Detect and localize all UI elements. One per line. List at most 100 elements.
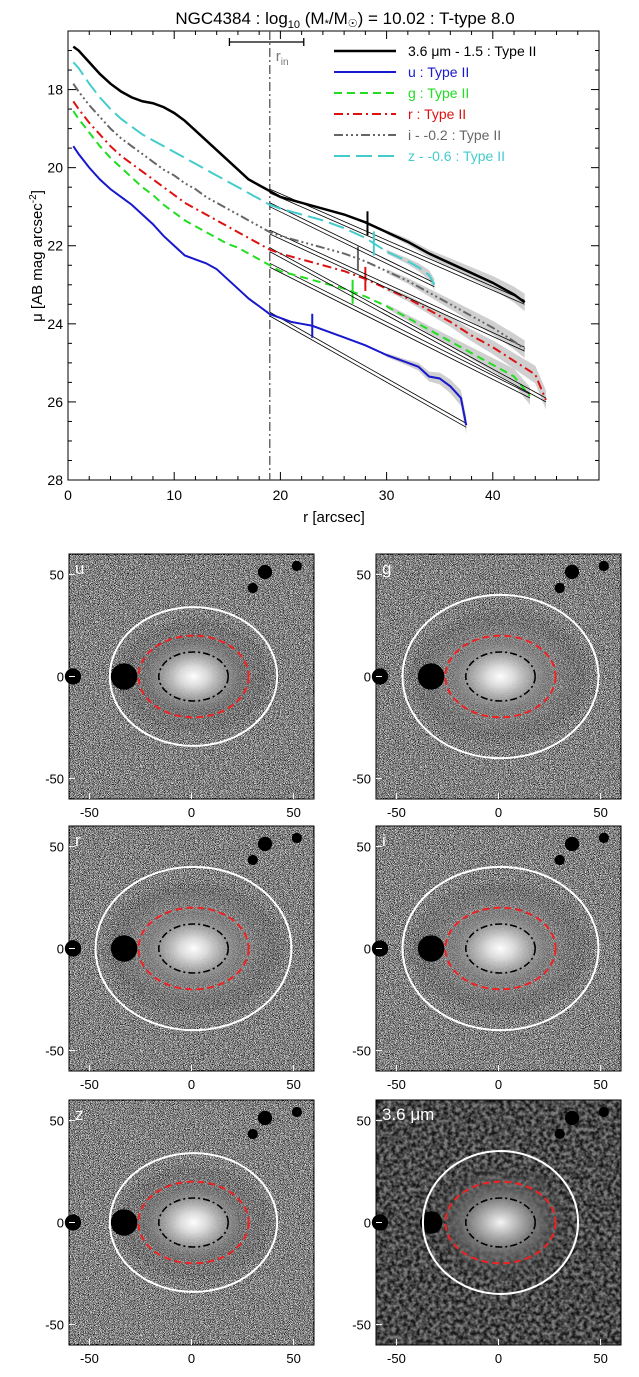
- y-tick-label: 22: [47, 238, 63, 254]
- x-tick-label: 20: [273, 487, 289, 503]
- series-uncertainty-band: [386, 269, 525, 358]
- y-tick-label: 18: [47, 82, 63, 98]
- panel-y-tick-label: 0: [364, 1216, 371, 1231]
- masked-star-corner: [564, 1110, 580, 1126]
- title-log-sub: 10: [288, 19, 300, 31]
- title-mass-open: (M: [300, 9, 325, 28]
- x-tick-label: 40: [485, 487, 501, 503]
- legend-label-2: g : Type II: [408, 85, 469, 101]
- panel-y-tick-label: 50: [50, 567, 64, 582]
- inner-ellipse: [157, 651, 230, 702]
- image-panel-2: r -50 0 50 50 0 -50: [45, 825, 315, 1092]
- galaxy-core: [445, 1181, 556, 1264]
- break-ellipse: [137, 906, 250, 991]
- masked-star: [417, 663, 445, 690]
- image-panel-3: i -50 0 50 50 0 -50: [352, 825, 622, 1092]
- series-line-4: [72, 83, 526, 351]
- panel-x-tick-label: -50: [387, 1077, 406, 1092]
- series-fit-line: [269, 229, 525, 348]
- panel-x-tick-label: -50: [387, 1351, 406, 1366]
- panel-y-tick-label: -50: [45, 1318, 64, 1333]
- masked-star-small: [554, 582, 565, 594]
- y-tick-label: 20: [47, 160, 63, 176]
- x-axis-label: r [arcsec]: [303, 509, 365, 526]
- masked-star-small: [598, 1106, 609, 1118]
- series-line-5: [72, 61, 436, 286]
- panel-x-tick-label: 0: [188, 1351, 195, 1366]
- panel-y-tick-label: 50: [357, 1113, 371, 1128]
- break-ellipse: [444, 906, 557, 991]
- panel-x-tick-label: -50: [80, 805, 99, 820]
- y-axis-label: μ [AB mag arcsec-2]: [28, 190, 46, 322]
- masked-star-small: [598, 560, 609, 572]
- series-fit-line: [269, 262, 531, 395]
- masked-star-small: [554, 854, 565, 866]
- panel-x-tick-label: 0: [188, 1077, 195, 1092]
- outer-ellipse: [108, 1152, 279, 1293]
- series-uncertainty-band: [386, 304, 530, 405]
- series-line-3: [72, 100, 547, 401]
- panel-x-tick-label: 50: [286, 1351, 300, 1366]
- panel-label: z: [75, 1105, 84, 1124]
- panel-label: i: [382, 831, 386, 850]
- panel-x-tick-label: -50: [80, 1351, 99, 1366]
- series-fit-line: [269, 251, 547, 403]
- x-tick-label: 30: [379, 487, 395, 503]
- break-ellipse: [137, 1180, 250, 1265]
- x-axis: 0 10 20 30 40: [64, 31, 579, 503]
- series-uncertainty-band: [386, 353, 467, 435]
- image-panel-5: 3.6 μm -50 0 50 50 0 -50: [352, 1099, 622, 1366]
- galaxy-core: [138, 907, 249, 990]
- series-line-1: [72, 145, 468, 426]
- masked-star-small: [598, 832, 609, 844]
- inner-ellipse: [157, 1197, 230, 1248]
- series-fit-line: [269, 233, 525, 352]
- series-fit-line: [269, 311, 467, 424]
- outer-ellipse: [401, 865, 600, 1032]
- outer-ellipse: [421, 1150, 580, 1295]
- r-in-marker: rin: [228, 31, 305, 480]
- panel-x-tick-label: 50: [593, 1077, 607, 1092]
- series-fit-line: [269, 206, 435, 288]
- series-line-2: [72, 110, 531, 397]
- legend-label-5: z - -0.6 : Type II: [408, 148, 505, 164]
- y-tick-label: 26: [47, 394, 63, 410]
- plot-frame: [67, 30, 600, 481]
- panel-y-tick-label: -50: [352, 1318, 371, 1333]
- panel-y-tick-label: 0: [364, 670, 371, 685]
- masked-star-corner: [564, 836, 580, 852]
- x-tick-label: 0: [64, 487, 72, 503]
- masked-star: [110, 663, 138, 690]
- x-tick-label: 10: [166, 487, 182, 503]
- inner-ellipse: [464, 1197, 537, 1248]
- masked-star-corner: [257, 564, 273, 580]
- panel-x-tick-label: 0: [495, 1351, 502, 1366]
- outer-ellipse: [108, 606, 279, 747]
- panel-y-tick-label: 0: [364, 942, 371, 957]
- panel-x-tick-label: 0: [188, 805, 195, 820]
- break-ellipse: [444, 634, 557, 719]
- title-value: = 10.02 : T-type 8.0: [363, 9, 514, 28]
- legend-label-3: r : Type II: [408, 106, 466, 122]
- series-line-0: [72, 45, 526, 304]
- masked-star: [417, 935, 445, 962]
- image-panel-0: u -50 0 50 50 0 -50: [45, 553, 315, 820]
- series-layer: [72, 45, 547, 435]
- masked-star: [110, 935, 138, 962]
- title-mass-sun: ☉: [348, 18, 358, 30]
- panel-y-tick-label: 50: [50, 839, 64, 854]
- masked-star-small: [554, 1128, 565, 1140]
- panel-label: u: [75, 559, 84, 578]
- masked-star-small: [291, 560, 302, 572]
- series-fit-line: [269, 266, 531, 399]
- galaxy-core: [445, 907, 556, 990]
- panel-label: 3.6 μm: [382, 1105, 434, 1124]
- panel-y-tick-label: 0: [57, 942, 64, 957]
- inner-ellipse: [464, 651, 537, 702]
- galaxy-core: [138, 635, 249, 718]
- panel-y-tick-label: -50: [352, 1044, 371, 1059]
- panel-y-tick-label: -50: [352, 772, 371, 787]
- masked-star-small: [247, 1128, 258, 1140]
- title-mass-star: *: [325, 18, 330, 30]
- galaxy-core: [445, 635, 556, 718]
